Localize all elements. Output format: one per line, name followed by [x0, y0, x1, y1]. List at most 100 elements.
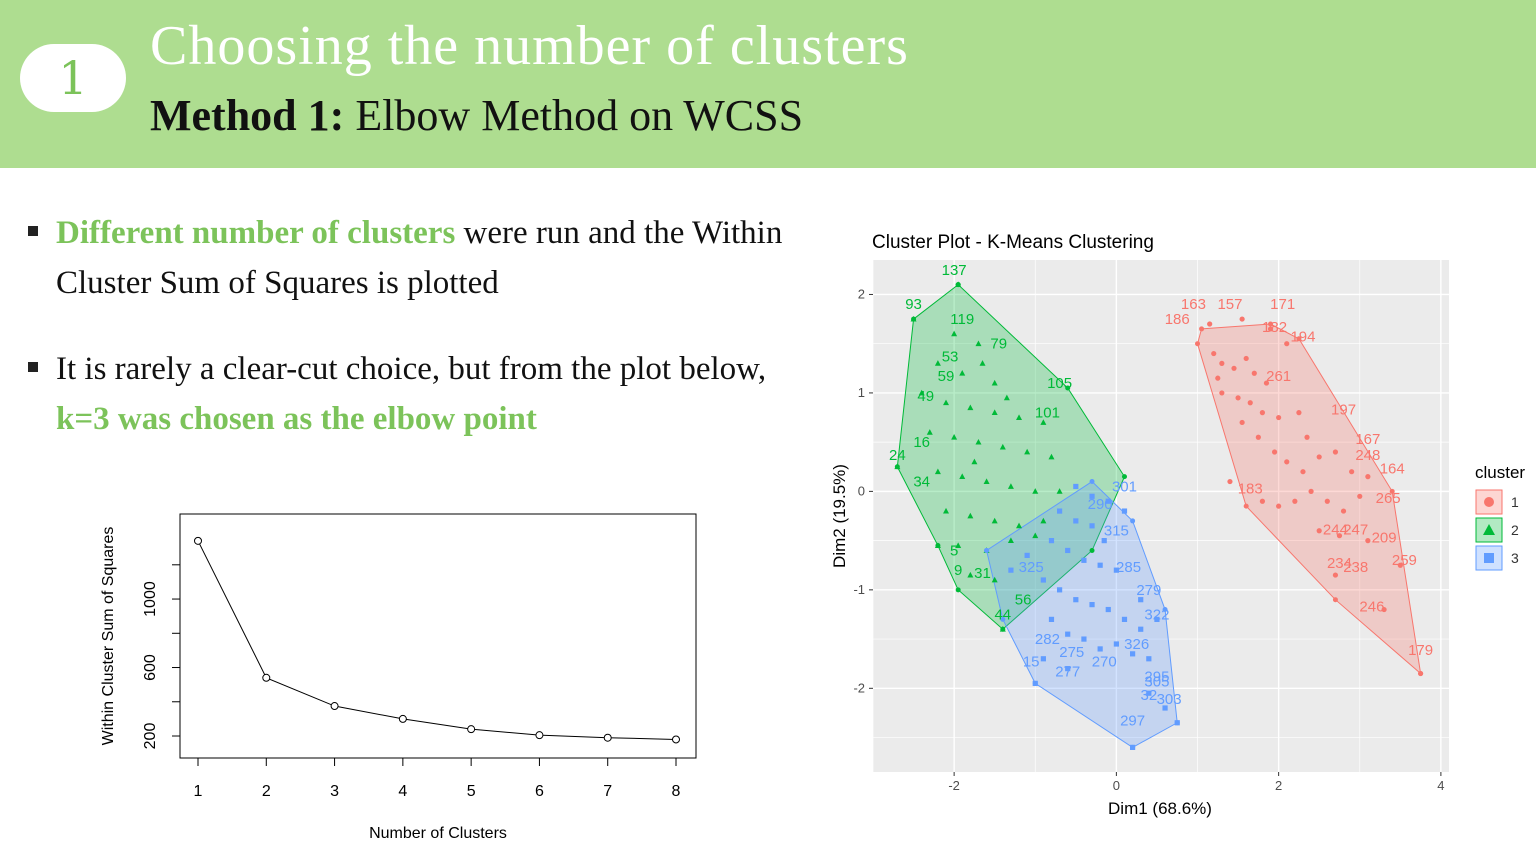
cluster-point-1 [1397, 562, 1403, 568]
cluster-hull-vertex [1389, 488, 1395, 494]
cluster-point-2 [1003, 394, 1010, 401]
cluster-point-2 [1048, 453, 1055, 460]
cluster-point-3 [1008, 567, 1014, 573]
cluster-point-3 [1089, 523, 1095, 529]
elbow-point [398, 714, 407, 723]
elbow-point [535, 731, 544, 740]
elbow-xtick-label: 8 [672, 783, 681, 800]
cluster-point-1 [1340, 508, 1347, 514]
cluster-point-1 [1271, 449, 1278, 455]
cluster-point-label: 234 [1327, 555, 1352, 572]
elbow-point [603, 733, 612, 742]
cluster-point-2 [1016, 414, 1023, 420]
cluster-point-label: 197 [1331, 402, 1356, 419]
cluster-point-3 [1081, 636, 1087, 642]
elbow-ylabel: Within Cluster Sum of Squares [100, 527, 117, 746]
cluster-point-1 [1231, 365, 1237, 371]
cluster-point-label: 44 [994, 606, 1011, 623]
cluster-point-2 [991, 517, 998, 524]
cluster-point-2 [894, 463, 901, 470]
cluster-xtick-label: -2 [948, 778, 960, 793]
cluster-point-label: 5 [950, 542, 958, 559]
cluster-point-label: 248 [1355, 447, 1380, 464]
cluster-point-label: 282 [1035, 631, 1060, 648]
cluster-hull-vertex [1199, 326, 1205, 332]
cluster-point-label: 183 [1238, 480, 1263, 497]
cluster-point-3 [1113, 567, 1119, 573]
cluster-point-label: 53 [942, 348, 959, 365]
cluster-point-label: 246 [1359, 599, 1384, 616]
cluster-point-label: 16 [913, 434, 930, 451]
cluster-point-label: 305 [1144, 673, 1169, 690]
cluster-point-1 [1316, 528, 1322, 534]
cluster-point-3 [1089, 602, 1095, 608]
section-number-badge: 1 [20, 44, 126, 112]
cluster-point-2 [1024, 448, 1031, 455]
cluster-point-3 [1121, 616, 1128, 622]
cluster-point-2 [955, 281, 962, 288]
elbow-xtick-label: 5 [467, 783, 476, 800]
cluster-point-3 [1040, 577, 1046, 583]
cluster-point-3 [1146, 690, 1152, 696]
cluster-point-2 [975, 340, 982, 347]
cluster-point-label: 179 [1408, 642, 1433, 659]
cluster-point-2 [955, 542, 962, 548]
cluster-point-3 [1154, 616, 1160, 622]
cluster-point-2 [967, 512, 974, 519]
elbow-xtick-label: 4 [398, 783, 407, 800]
cluster-point-label: 163 [1181, 296, 1206, 313]
bullet-1-highlight: Different number of clusters [56, 215, 456, 251]
cluster-point-label: 259 [1392, 552, 1417, 569]
cluster-hull-vertex [1268, 321, 1274, 327]
cluster-point-2 [910, 315, 917, 322]
cluster-point-label: 15 [1023, 654, 1040, 671]
cluster-hull-2 [896, 283, 1126, 630]
cluster-point-label: 277 [1055, 663, 1080, 680]
cluster-point-2 [951, 434, 958, 440]
bullet-item-2: It is rarely a clear-cut choice, but fro… [28, 344, 808, 444]
cluster-point-label: 24 [889, 447, 906, 464]
cluster-hull-vertex [1089, 547, 1095, 553]
cluster-point-3 [1097, 562, 1103, 568]
cluster-point-2 [1056, 488, 1063, 494]
cluster-hull-vertex [1089, 479, 1095, 485]
cluster-point-label: 164 [1380, 461, 1405, 478]
cluster-ytick-label: 2 [858, 286, 865, 301]
cluster-point-label: 31 [974, 565, 991, 582]
cluster-point-2 [991, 409, 998, 416]
cluster-point-2 [967, 571, 974, 578]
cluster-point-label: 247 [1343, 522, 1368, 539]
cluster-point-label: 261 [1266, 368, 1291, 385]
cluster-hull-vertex [1000, 616, 1006, 622]
cluster-point-label: 244 [1323, 522, 1348, 539]
cluster-hull-vertex [955, 587, 961, 593]
cluster-point-1 [1267, 326, 1274, 332]
cluster-point-2 [959, 370, 966, 376]
cluster-hull-vertex [1121, 474, 1127, 480]
cluster-point-label: 297 [1120, 713, 1145, 730]
cluster-point-2 [1040, 517, 1047, 524]
cluster-xtick-label: 2 [1275, 778, 1282, 793]
cluster-point-label: 290 [1088, 496, 1113, 513]
cluster-point-1 [1349, 469, 1355, 475]
cluster-point-3 [1065, 666, 1071, 672]
cluster-point-label: 101 [1035, 405, 1060, 422]
cluster-point-label: 194 [1290, 329, 1315, 346]
cluster-point-label: 322 [1144, 606, 1169, 623]
cluster-point-label: 295 [1144, 668, 1169, 685]
cluster-hull-vertex [1243, 503, 1249, 509]
legend-label-3: 3 [1511, 550, 1519, 566]
cluster-point-2 [934, 542, 941, 548]
cluster-point-1 [1239, 419, 1245, 426]
legend-symbol-square [1484, 553, 1494, 563]
header-banner: 1 Choosing the number of clusters Method… [0, 0, 1536, 168]
cluster-point-3 [1048, 616, 1055, 622]
cluster-point-label: 279 [1136, 582, 1161, 599]
subtitle-rest: Elbow Method on WCSS [344, 91, 804, 140]
cluster-point-2 [943, 507, 950, 514]
cluster-point-3 [1073, 483, 1079, 490]
cluster-point-label: 238 [1343, 559, 1368, 576]
cluster-xlabel: Dim1 (68.6%) [1108, 799, 1212, 818]
cluster-point-1 [1292, 498, 1298, 504]
cluster-point-1 [1259, 410, 1266, 416]
